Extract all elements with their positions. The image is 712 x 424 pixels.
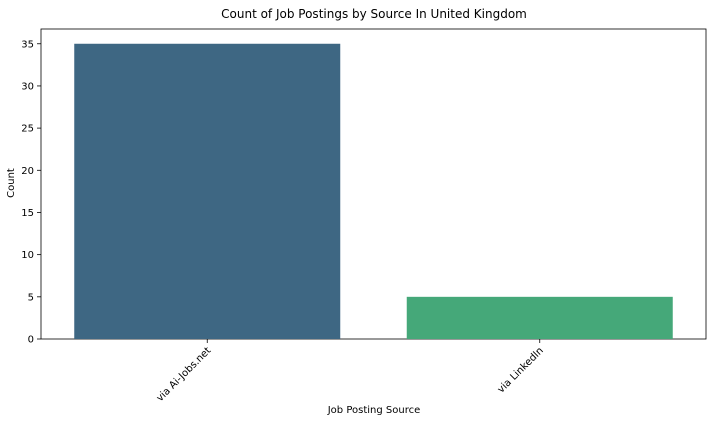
y-tick-label-3: 15 (21, 208, 34, 219)
y-tick-label-6: 30 (21, 81, 34, 92)
y-tick-label-1: 5 (28, 292, 34, 303)
x-axis: via Ai-Jobs.net via LinkedIn (155, 339, 546, 404)
y-tick-label-2: 10 (21, 250, 34, 261)
bar-2 (406, 296, 673, 339)
x-axis-label: Job Posting Source (327, 405, 421, 416)
bars (74, 43, 673, 340)
x-tick-label-0: via Ai-Jobs.net (155, 345, 214, 404)
y-tick-label-5: 25 (21, 124, 34, 135)
y-tick-label-4: 20 (21, 166, 34, 177)
y-axis: 0 5 10 15 20 25 30 35 (21, 39, 41, 346)
y-tick-label-0: 0 (28, 335, 34, 346)
plot-area: 0 5 10 15 20 25 30 35 via Ai-Jobs.net via Linked… (21, 28, 707, 404)
x-tick-label-1: via LinkedIn (496, 345, 546, 395)
y-axis-label: Count (6, 168, 17, 198)
chart-title: Count of Job Postings by Source In Unite… (221, 7, 527, 21)
y-tick-label-7: 35 (21, 39, 34, 50)
bar-1 (74, 43, 341, 340)
plot-frame (40, 28, 707, 340)
